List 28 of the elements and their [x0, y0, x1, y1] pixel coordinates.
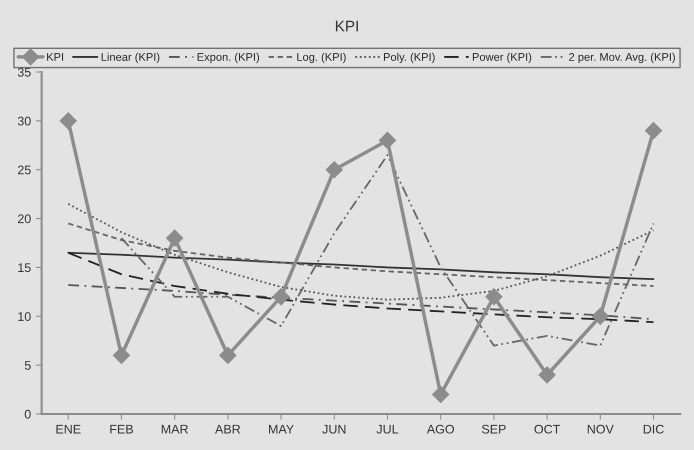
legend-label: Poly. (KPI)	[384, 52, 435, 64]
x-tick-label: ABR	[215, 424, 240, 434]
y-tick-label: 5	[24, 361, 31, 370]
legend-label: Expon. (KPI)	[198, 52, 260, 64]
y-tick-label: 10	[18, 312, 31, 321]
legend-label: Power (KPI)	[472, 52, 532, 64]
legend-label: 2 per. Mov. Avg. (KPI)	[569, 52, 675, 64]
legend-label: Linear (KPI)	[102, 52, 160, 64]
x-tick-label: ENE	[56, 424, 81, 434]
x-tick-label: FEB	[110, 424, 133, 434]
x-tick-label: MAY	[269, 424, 294, 434]
x-tick-label: DIC	[644, 424, 664, 434]
y-tick-label: 15	[18, 263, 31, 272]
x-tick-label: OCT	[534, 424, 560, 434]
x-tick-label: NOV	[588, 424, 614, 434]
x-tick-label: JUN	[322, 424, 346, 434]
legend-label: KPI	[47, 53, 64, 61]
x-tick-label: SEP	[482, 424, 506, 434]
y-tick-label: 30	[18, 116, 31, 126]
x-tick-label: MAR	[162, 424, 188, 434]
y-tick-label: 35	[18, 68, 31, 77]
legend-label: Log. (KPI)	[297, 52, 346, 64]
x-tick-label: JUL	[376, 424, 398, 434]
y-tick-label: 20	[18, 214, 31, 224]
chart-title: KPI	[336, 20, 358, 32]
y-tick-label: 0	[24, 410, 31, 419]
x-tick-label: AGO	[426, 424, 454, 434]
y-tick-label: 25	[18, 166, 31, 174]
